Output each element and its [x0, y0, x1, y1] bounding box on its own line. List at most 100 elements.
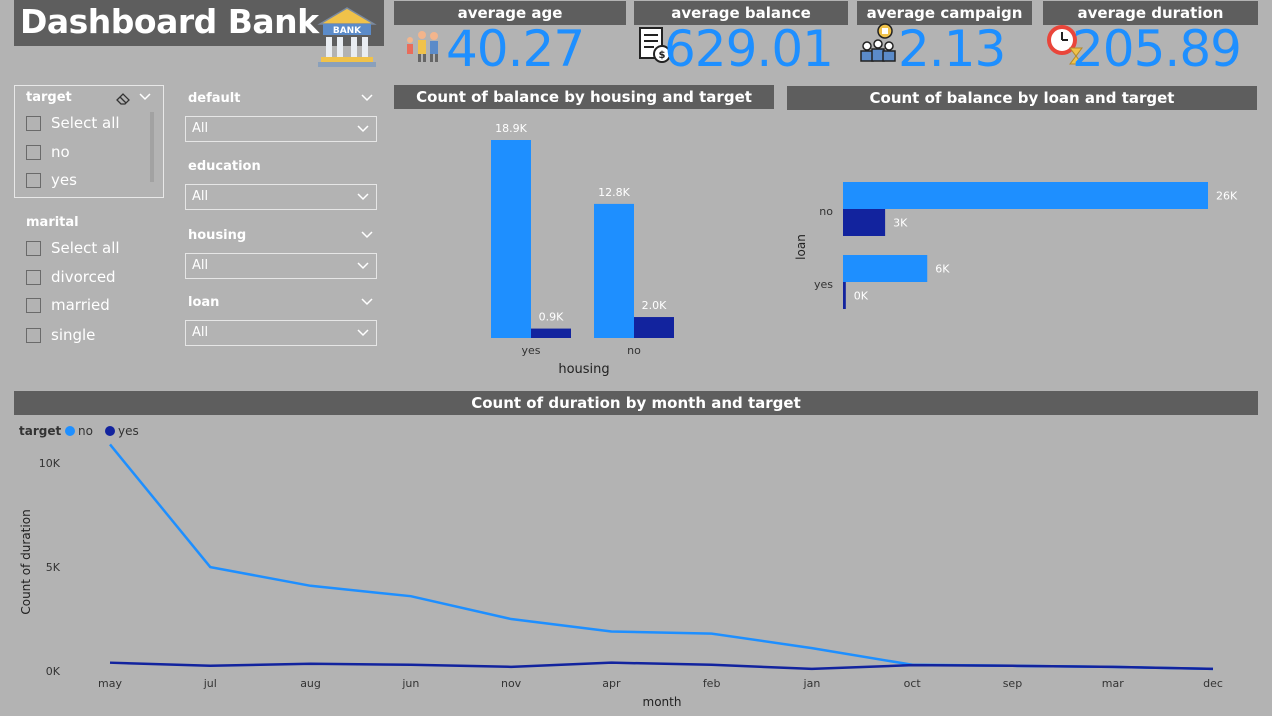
marital-slicer-title: marital [26, 215, 79, 230]
bar-no-yes[interactable] [491, 140, 531, 338]
svg-text:$: $ [659, 50, 666, 61]
legend-marker-no [65, 426, 75, 436]
y-tick-label: 5K [46, 561, 61, 574]
target-option-no[interactable]: no [26, 143, 70, 161]
kpi-value-average-age: 40.27 [446, 20, 585, 78]
x-tick-label: dec [1203, 677, 1223, 690]
data-label: 2.0K [642, 299, 667, 312]
marital-option-single[interactable]: single [26, 326, 95, 344]
x-tick-label: apr [602, 677, 621, 690]
x-tick-label: aug [300, 677, 321, 690]
legend-label-no: no [78, 424, 93, 438]
option-label: divorced [51, 268, 116, 286]
bar-yes-yes[interactable] [531, 328, 571, 338]
loan-slicer-title: loan [188, 295, 220, 310]
data-label: 18.9K [495, 122, 527, 135]
kpi-label-average-balance: average balance [634, 1, 848, 25]
chevron-down-icon[interactable] [356, 191, 370, 203]
bar-yes-yes[interactable] [843, 282, 846, 309]
kpi-value-average-balance: 629.01 [664, 20, 834, 78]
loan-dropdown[interactable]: All [185, 320, 377, 346]
bank-icon: BANK [317, 7, 377, 67]
x-axis-title: housing [558, 362, 609, 377]
legend-title: target [19, 424, 61, 438]
y-tick-label: no [819, 205, 833, 218]
marital-option-select-all[interactable]: Select all [26, 239, 120, 257]
x-tick-label: may [98, 677, 122, 690]
y-tick-label: 0K [46, 665, 61, 678]
dropdown-value: All [192, 258, 209, 273]
marital-option-married[interactable]: married [26, 296, 110, 314]
x-tick-label: no [627, 344, 641, 357]
checkbox[interactable] [26, 269, 41, 285]
option-label: yes [51, 171, 77, 189]
option-label: married [51, 296, 110, 314]
housing-dropdown[interactable]: All [185, 253, 377, 279]
kpi-value-average-campaign: 2.13 [898, 20, 1006, 78]
target-option-yes[interactable]: yes [26, 171, 77, 189]
marital-option-divorced[interactable]: divorced [26, 268, 116, 286]
bank-icon-label: BANK [333, 26, 362, 36]
x-tick-label: yes [521, 344, 540, 357]
kpi-label-average-age: average age [394, 1, 626, 25]
default-slicer-title: default [188, 91, 241, 106]
x-tick-label: nov [501, 677, 522, 690]
target-slicer-title: target [26, 90, 72, 105]
option-label: Select all [51, 114, 120, 132]
people-icon [407, 31, 438, 62]
checkbox[interactable] [26, 144, 41, 160]
housing-slicer-title: housing [188, 228, 247, 243]
x-tick-label: mar [1102, 677, 1124, 690]
slicer-scrollbar[interactable] [150, 112, 154, 182]
dropdown-value: All [192, 189, 209, 204]
legend-label-yes: yes [118, 424, 139, 438]
x-tick-label: jun [401, 677, 419, 690]
dropdown-value: All [192, 121, 209, 136]
clock-hourglass-icon [1047, 25, 1083, 65]
y-tick-label: 10K [39, 457, 61, 470]
checkbox[interactable] [26, 297, 41, 313]
housing-chart-title: Count of balance by housing and target [394, 85, 774, 109]
checkbox[interactable] [26, 240, 41, 256]
duration-line-chart: target no yes 0K 5K 10K may jul aug jun nov apr feb j… [19, 424, 1223, 709]
bar-yes-no[interactable] [843, 209, 886, 236]
bar-yes-no[interactable] [634, 317, 674, 338]
data-label: 3K [893, 217, 908, 230]
series-line-no[interactable] [109, 443, 1214, 671]
kpi-value-average-duration: 205.89 [1072, 20, 1242, 78]
loan-chart-title: Count of balance by loan and target [787, 86, 1257, 110]
data-label: 0.9K [539, 311, 564, 324]
team-trophy-icon [860, 23, 896, 62]
chevron-down-icon[interactable] [356, 123, 370, 135]
data-label: 6K [935, 263, 950, 276]
chevron-down-icon[interactable] [360, 296, 374, 308]
chevron-down-icon[interactable] [356, 327, 370, 339]
legend-marker-yes [105, 426, 115, 436]
checkbox[interactable] [26, 327, 41, 343]
document-money-icon: $ [639, 27, 671, 63]
bar-no-yes[interactable] [843, 255, 928, 282]
chevron-down-icon[interactable] [360, 229, 374, 241]
default-dropdown[interactable]: All [185, 116, 377, 142]
x-axis-title: month [643, 695, 682, 709]
bar-no-no[interactable] [594, 203, 634, 338]
eraser-icon[interactable] [115, 90, 131, 106]
data-label: 0K [854, 290, 869, 303]
chevron-down-icon[interactable] [138, 91, 152, 103]
education-dropdown[interactable]: All [185, 184, 377, 210]
kpi-label-average-duration: average duration [1043, 1, 1258, 25]
page-title: Dashboard Bank [20, 2, 319, 41]
y-axis-title: Count of duration [19, 509, 33, 614]
option-label: no [51, 143, 70, 161]
y-axis-title: loan [794, 234, 808, 260]
x-tick-label: jul [203, 677, 217, 690]
bar-no-no[interactable] [843, 182, 1208, 209]
option-label: single [51, 326, 96, 344]
duration-chart-title: Count of duration by month and target [14, 391, 1258, 415]
target-option-select-all[interactable]: Select all [26, 114, 120, 132]
chevron-down-icon[interactable] [360, 92, 374, 104]
checkbox[interactable] [26, 115, 41, 131]
series-line-yes[interactable] [109, 661, 1214, 671]
checkbox[interactable] [26, 172, 41, 188]
chevron-down-icon[interactable] [356, 260, 370, 272]
